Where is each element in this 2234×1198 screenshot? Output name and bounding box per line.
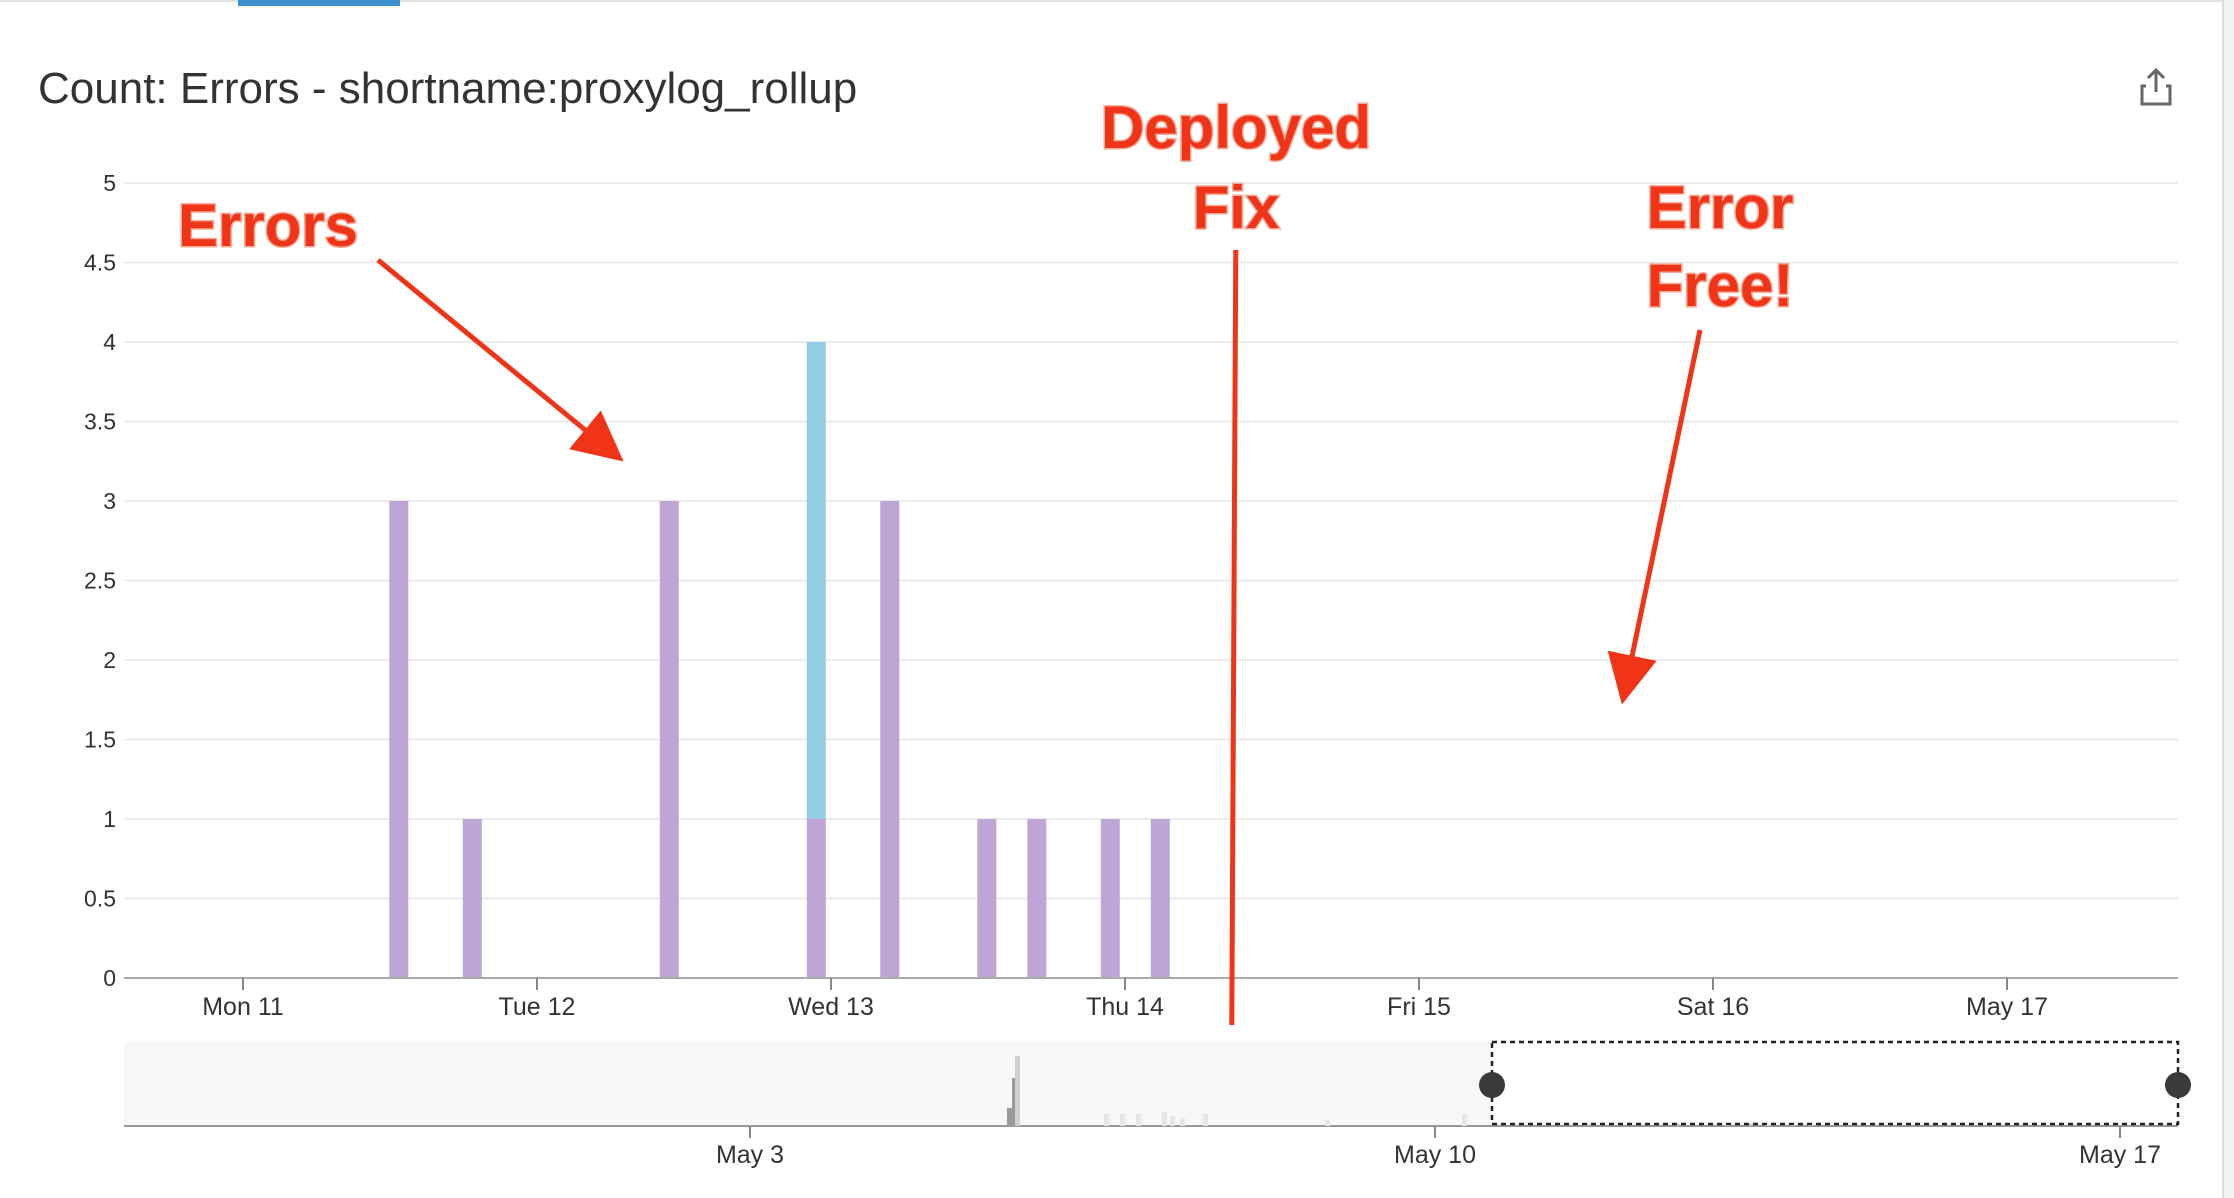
navigator-mini-bar — [1007, 1108, 1012, 1126]
bar-series-0[interactable] — [389, 501, 409, 978]
navigator-mini-bar — [1325, 1120, 1330, 1126]
annotation-label: Free! — [1647, 252, 1794, 319]
navigator-mini-bar — [1136, 1114, 1141, 1126]
navigator-left-handle[interactable] — [1479, 1072, 1505, 1098]
bar-series-0[interactable] — [1150, 819, 1170, 978]
annotation-label: Deployed — [1101, 94, 1371, 161]
x-tick-label: May 17 — [1966, 993, 2048, 1021]
export-button[interactable] — [2132, 64, 2180, 112]
navigator-mini-bar — [1203, 1114, 1208, 1126]
x-tick-label: Mon 11 — [202, 993, 284, 1021]
navigator-right-handle[interactable] — [2165, 1072, 2191, 1098]
bar-series-0[interactable] — [880, 501, 900, 978]
deployed-fix-line — [1229, 249, 1239, 1026]
bar-series-0[interactable] — [806, 819, 826, 978]
errors-arrow — [376, 258, 624, 462]
bar-series-0[interactable] — [1100, 819, 1120, 978]
navigator-mini-bar — [1104, 1114, 1109, 1126]
chart-title: Count: Errors - shortname:proxylog_rollu… — [38, 64, 858, 113]
x-tick-label: Sat 16 — [1677, 993, 1749, 1021]
navigator-mini-bar — [1180, 1118, 1185, 1126]
navigator-mini-bar — [1015, 1056, 1020, 1126]
y-tick-label: 5 — [103, 170, 116, 196]
y-tick-label: 2.5 — [84, 568, 116, 594]
y-tick-label: 4 — [103, 329, 116, 355]
x-tick-label: Wed 13 — [788, 993, 874, 1021]
active-tab-indicator[interactable] — [238, 0, 400, 6]
x-tick-label: Thu 14 — [1086, 993, 1164, 1021]
y-tick-label: 2 — [103, 647, 116, 673]
annotation-label: Error — [1647, 174, 1794, 241]
axes: 0 0.5 1 1.5 2 2.5 3 3.5 4 4.5 5 Mon 11 Tue 12 Wed 13 T… — [84, 170, 2178, 1021]
share-export-icon — [2140, 67, 2172, 106]
annotation-label: Fix — [1193, 174, 1280, 241]
y-tick-label: 4.5 — [84, 250, 116, 276]
error-free-arrow — [1607, 329, 1703, 705]
grid-lines — [124, 182, 2178, 900]
navigator-tick-label: May 17 — [2079, 1141, 2161, 1169]
navigator-tick-label: May 10 — [1394, 1141, 1476, 1169]
bar-series-1[interactable] — [806, 342, 826, 819]
bars — [389, 342, 1170, 978]
y-tick-label: 0.5 — [84, 886, 116, 912]
navigator-mini-bar — [1170, 1116, 1175, 1126]
top-border — [0, 0, 2222, 2]
x-tick-label: Tue 12 — [499, 993, 576, 1021]
y-tick-label: 0 — [103, 965, 116, 991]
bar-series-0[interactable] — [1027, 819, 1047, 978]
bar-series-0[interactable] — [977, 819, 997, 978]
scrollbar[interactable] — [2222, 0, 2234, 1198]
annotation-label: Errors — [178, 192, 358, 259]
y-tick-label: 1.5 — [84, 727, 116, 753]
navigator-mini-bar — [1120, 1114, 1125, 1126]
annotations: Errors Deployed Fix Error Free! — [176, 93, 1795, 1026]
y-tick-label: 3.5 — [84, 409, 116, 435]
x-tick-label: Fri 15 — [1387, 993, 1451, 1021]
y-tick-label: 3 — [103, 488, 116, 514]
navigator-selection[interactable] — [1490, 1040, 2180, 1126]
bar-series-0[interactable] — [462, 819, 482, 978]
navigator-mini-bar — [1012, 1078, 1017, 1126]
navigator-tick-label: May 3 — [716, 1141, 784, 1169]
navigator-mini-bar — [1162, 1112, 1167, 1126]
bar-series-0[interactable] — [659, 501, 679, 978]
y-tick-label: 1 — [103, 806, 116, 832]
navigator-mini-bar — [1462, 1114, 1467, 1126]
overview-navigator: May 3 May 10 May 17 — [124, 1040, 2191, 1169]
